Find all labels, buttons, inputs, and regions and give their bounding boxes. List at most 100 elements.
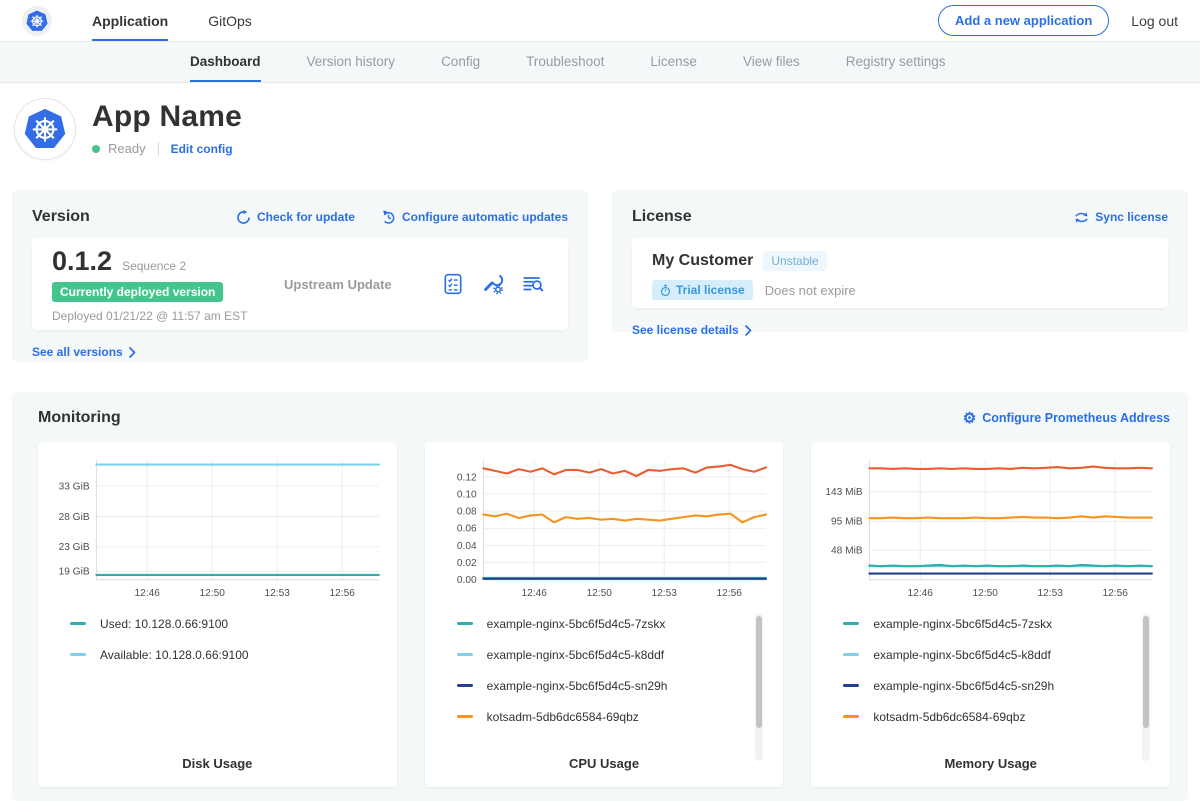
sync-license-link[interactable]: Sync license <box>1074 210 1168 225</box>
subnav-item-registry-settings[interactable]: Registry settings <box>846 42 946 82</box>
legend-item: kotsadm-5db6dc6584-69qbz <box>457 710 774 724</box>
legend-label: example-nginx-5bc6f5d4c5-k8ddf <box>487 648 664 662</box>
monitoring-title: Monitoring <box>38 409 121 427</box>
logout-link[interactable]: Log out <box>1131 13 1178 29</box>
currently-deployed-badge: Currently deployed version <box>52 282 223 302</box>
app-header: App Name Ready Edit config <box>0 83 1200 176</box>
legend-color-dash <box>843 684 859 687</box>
legend-scrollbar-thumb[interactable] <box>1143 616 1149 728</box>
license-card: License Sync license My Customer Unstabl… <box>612 190 1188 332</box>
top-navbar: Application GitOps Add a new application… <box>0 0 1200 42</box>
subnav-item-config[interactable]: Config <box>441 42 480 82</box>
legend-label: example-nginx-5bc6f5d4c5-sn29h <box>873 679 1054 693</box>
legend-item: example-nginx-5bc6f5d4c5-sn29h <box>843 679 1160 693</box>
cpu-usage-card: 0.000.020.040.060.080.100.1212:4612:5012… <box>425 442 784 787</box>
legend-scrollbar-thumb[interactable] <box>756 616 762 728</box>
legend-item: example-nginx-5bc6f5d4c5-7zskx <box>457 617 774 631</box>
subnav-item-view-files[interactable]: View files <box>743 42 800 82</box>
legend-item: example-nginx-5bc6f5d4c5-k8ddf <box>843 648 1160 662</box>
gear-icon: ⚙ <box>963 411 976 426</box>
legend-item: example-nginx-5bc6f5d4c5-7zskx <box>843 617 1160 631</box>
chart-title-cpu: CPU Usage <box>435 756 774 779</box>
see-license-details-link[interactable]: See license details <box>632 323 752 337</box>
legend-label: example-nginx-5bc6f5d4c5-k8ddf <box>873 648 1050 662</box>
legend-label: Available: 10.128.0.66:9100 <box>100 648 249 662</box>
trial-license-badge: Trial license <box>652 280 753 300</box>
svg-text:143 MiB: 143 MiB <box>826 487 863 498</box>
subnav-item-dashboard[interactable]: Dashboard <box>190 42 261 82</box>
svg-text:0.06: 0.06 <box>457 524 477 535</box>
svg-text:0.04: 0.04 <box>457 541 477 552</box>
chevron-right-icon <box>129 347 136 358</box>
legend-item: example-nginx-5bc6f5d4c5-k8ddf <box>457 648 774 662</box>
add-new-application-button[interactable]: Add a new application <box>938 5 1109 36</box>
legend-label: kotsadm-5db6dc6584-69qbz <box>487 710 639 724</box>
tab-application[interactable]: Application <box>92 0 168 41</box>
update-history-icon <box>381 210 396 225</box>
subnav-item-version-history[interactable]: Version history <box>307 42 396 82</box>
app-subnav: Dashboard Version history Config Trouble… <box>0 42 1200 83</box>
svg-text:12:56: 12:56 <box>1103 588 1129 599</box>
app-avatar <box>14 98 76 160</box>
legend-label: Used: 10.128.0.66:9100 <box>100 617 228 631</box>
legend-color-dash <box>457 622 473 625</box>
subnav-item-troubleshoot[interactable]: Troubleshoot <box>526 42 604 82</box>
kubernetes-logo-icon[interactable] <box>22 6 52 36</box>
legend-item: Available: 10.128.0.66:9100 <box>70 648 387 662</box>
cpu-usage-chart: 0.000.020.040.060.080.100.1212:4612:5012… <box>435 452 774 605</box>
license-summary-row: My Customer Unstable Trial license Does … <box>632 238 1168 308</box>
version-card-title: Version <box>32 208 90 226</box>
customer-name: My Customer <box>652 252 753 270</box>
memory-usage-chart: 48 MiB95 MiB143 MiB12:4612:5012:5312:56 <box>821 452 1160 605</box>
see-all-versions-link[interactable]: See all versions <box>32 345 136 359</box>
legend-item: Used: 10.128.0.66:9100 <box>70 617 387 631</box>
chart-title-disk: Disk Usage <box>48 756 387 779</box>
svg-text:12:56: 12:56 <box>329 588 355 599</box>
deploy-logs-icon[interactable] <box>522 273 544 295</box>
version-source-label: Upstream Update <box>284 277 442 292</box>
svg-text:12:46: 12:46 <box>908 588 934 599</box>
version-number: 0.1.2 <box>52 246 112 277</box>
monitoring-panel: Monitoring ⚙ Configure Prometheus Addres… <box>12 392 1188 801</box>
cpu-usage-legend: example-nginx-5bc6f5d4c5-7zskx example-ng… <box>435 617 774 724</box>
svg-text:0.12: 0.12 <box>457 472 477 483</box>
svg-text:0.00: 0.00 <box>457 575 477 586</box>
preflight-checklist-icon[interactable] <box>442 273 464 295</box>
memory-usage-legend: example-nginx-5bc6f5d4c5-7zskx example-ng… <box>821 617 1160 724</box>
svg-text:12:50: 12:50 <box>586 588 612 599</box>
legend-color-dash <box>70 653 86 656</box>
legend-label: example-nginx-5bc6f5d4c5-7zskx <box>873 617 1052 631</box>
check-for-update-link[interactable]: Check for update <box>236 210 355 225</box>
config-wrench-icon[interactable] <box>482 273 504 295</box>
divider <box>158 142 159 156</box>
legend-item: example-nginx-5bc6f5d4c5-sn29h <box>457 679 774 693</box>
svg-text:12:46: 12:46 <box>521 588 547 599</box>
svg-text:12:53: 12:53 <box>1038 588 1064 599</box>
svg-text:33 GiB: 33 GiB <box>59 481 90 492</box>
svg-text:12:53: 12:53 <box>265 588 291 599</box>
svg-text:28 GiB: 28 GiB <box>59 512 90 523</box>
svg-text:0.02: 0.02 <box>457 558 477 569</box>
chevron-right-icon <box>745 325 752 336</box>
legend-label: kotsadm-5db6dc6584-69qbz <box>873 710 1025 724</box>
current-version-row: 0.1.2 Sequence 2 Currently deployed vers… <box>32 238 568 330</box>
edit-config-link[interactable]: Edit config <box>171 142 233 156</box>
svg-text:12:50: 12:50 <box>200 588 226 599</box>
channel-badge: Unstable <box>763 251 826 271</box>
kubernetes-logo-icon <box>26 10 48 32</box>
svg-text:19 GiB: 19 GiB <box>59 567 90 578</box>
svg-text:95 MiB: 95 MiB <box>831 517 863 528</box>
sync-arrows-icon <box>1074 210 1089 225</box>
legend-color-dash <box>843 715 859 718</box>
license-expiry-text: Does not expire <box>765 283 856 298</box>
configure-prometheus-link[interactable]: ⚙ Configure Prometheus Address <box>963 411 1170 426</box>
legend-scrollbar-track <box>1142 613 1150 761</box>
subnav-item-license[interactable]: License <box>650 42 697 82</box>
configure-automatic-updates-link[interactable]: Configure automatic updates <box>381 210 568 225</box>
svg-text:0.10: 0.10 <box>457 489 477 500</box>
version-card: Version Check for update <box>12 190 588 362</box>
memory-usage-card: 48 MiB95 MiB143 MiB12:4612:5012:5312:56 … <box>811 442 1170 787</box>
svg-text:23 GiB: 23 GiB <box>59 542 90 553</box>
svg-text:48 MiB: 48 MiB <box>831 546 863 557</box>
tab-gitops[interactable]: GitOps <box>208 0 252 41</box>
